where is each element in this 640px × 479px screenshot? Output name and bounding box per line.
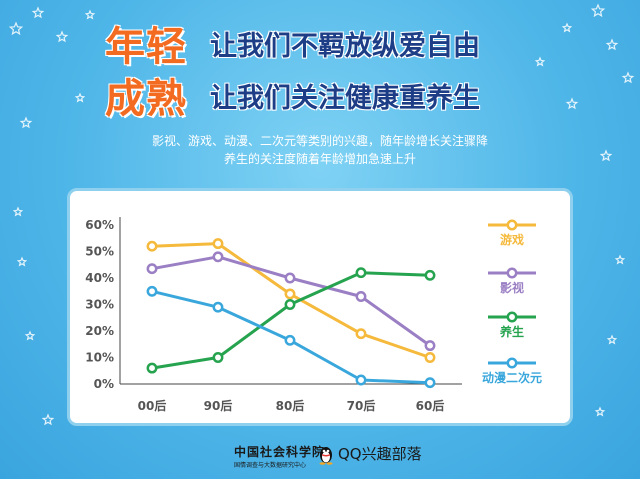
partner-name: QQ兴趣部落 bbox=[338, 445, 422, 463]
star-icon bbox=[534, 56, 546, 67]
legend-label: 养生 bbox=[499, 324, 524, 339]
star-icon bbox=[31, 6, 45, 19]
y-tick-label: 20% bbox=[85, 324, 114, 338]
data-point bbox=[355, 291, 367, 302]
description-line-1: 影视、游戏、动漫、二次元等类别的兴趣，随年龄增长关注骤降 bbox=[151, 134, 488, 148]
legend-label: 游戏 bbox=[500, 232, 524, 247]
y-tick-label: 30% bbox=[85, 298, 114, 312]
data-point bbox=[424, 269, 436, 281]
org-name: 中国社会科学院 bbox=[234, 445, 326, 459]
legend-label: 影视 bbox=[500, 280, 524, 295]
data-point bbox=[212, 352, 224, 363]
data-point bbox=[424, 340, 436, 352]
qq-penguin-icon bbox=[319, 447, 333, 465]
star-icon bbox=[599, 149, 613, 162]
star-icon bbox=[594, 406, 606, 417]
star-icon bbox=[16, 256, 28, 267]
org-subtitle: 国情调查与大数据研究中心 bbox=[234, 462, 307, 469]
star-icon bbox=[24, 330, 36, 341]
data-point bbox=[284, 299, 296, 310]
headline-mature-slogan: 让我们关注健康重养生 bbox=[210, 83, 480, 114]
legend-label: 动漫二次元 bbox=[482, 370, 542, 385]
star-icon bbox=[561, 22, 573, 33]
data-point bbox=[284, 334, 296, 346]
data-point bbox=[355, 267, 367, 279]
star-icon bbox=[605, 38, 619, 51]
star-icon bbox=[590, 3, 606, 18]
headline-youth-slogan: 让我们不羁放纵爱自由 bbox=[210, 31, 480, 62]
line-chart: 60% 50% 40% 30% 20% 10% 0% 00后 90后 80后 70后 60后 游戏影视养… bbox=[85, 217, 542, 413]
star-icon bbox=[621, 71, 635, 84]
data-point bbox=[355, 328, 367, 340]
data-point bbox=[146, 285, 158, 297]
y-tick-label: 50% bbox=[85, 245, 114, 259]
y-tick-label: 60% bbox=[85, 218, 114, 232]
star-icon bbox=[614, 254, 626, 265]
x-tick-label: 60后 bbox=[416, 398, 445, 413]
legend-swatch-marker bbox=[506, 311, 518, 323]
y-tick-label: 40% bbox=[85, 271, 114, 285]
y-tick-label: 0% bbox=[94, 377, 114, 391]
star-icon bbox=[41, 413, 55, 426]
legend-swatch-marker bbox=[506, 357, 518, 369]
star-icon bbox=[8, 21, 24, 36]
data-point bbox=[284, 288, 296, 300]
chart-panel: 60% 50% 40% 30% 20% 10% 0% 00后 90后 80后 70后 60后 游戏影视养… bbox=[67, 188, 573, 426]
x-tick-label: 70后 bbox=[347, 398, 376, 413]
data-point bbox=[355, 374, 367, 386]
star-icon bbox=[84, 9, 96, 20]
star-icon bbox=[606, 334, 618, 345]
headline-youth-word: 年轻 bbox=[105, 24, 187, 70]
x-tick-label: 00后 bbox=[138, 398, 167, 413]
star-icon bbox=[565, 97, 579, 110]
data-point bbox=[424, 352, 436, 363]
description-line-2: 养生的关注度随着年龄增加急速上升 bbox=[223, 152, 416, 166]
data-point bbox=[146, 263, 158, 275]
series-line bbox=[151, 271, 431, 370]
star-icon bbox=[74, 92, 86, 103]
headline: 年轻 让我们不羁放纵爱自由 成熟 让我们关注健康重养生 bbox=[105, 14, 545, 122]
x-tick-label: 80后 bbox=[276, 398, 305, 413]
data-point bbox=[424, 377, 436, 389]
x-tick-label: 90后 bbox=[204, 398, 233, 413]
star-icon bbox=[55, 30, 69, 43]
legend-swatch-marker bbox=[506, 219, 518, 231]
data-point bbox=[212, 238, 224, 250]
data-point bbox=[212, 301, 224, 313]
star-icon bbox=[12, 206, 24, 217]
headline-mature-word: 成熟 bbox=[105, 76, 187, 122]
data-point bbox=[146, 362, 158, 374]
star-icon bbox=[19, 116, 33, 129]
data-point bbox=[146, 240, 158, 252]
data-point bbox=[284, 272, 296, 284]
legend-swatch-marker bbox=[506, 267, 518, 279]
data-point bbox=[212, 251, 224, 263]
y-tick-label: 10% bbox=[85, 351, 114, 365]
footer: 中国社会科学院 国情调查与大数据研究中心 QQ兴趣部落 bbox=[0, 437, 640, 479]
